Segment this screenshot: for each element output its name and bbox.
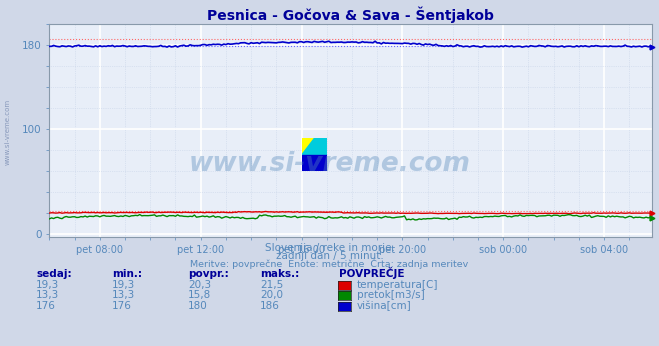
Text: www.si-vreme.com: www.si-vreme.com [5,98,11,165]
Text: zadnji dan / 5 minut.: zadnji dan / 5 minut. [275,251,384,261]
Text: Meritve: povprečne  Enote: metrične  Črta: zadnja meritev: Meritve: povprečne Enote: metrične Črta:… [190,259,469,269]
Text: višina[cm]: višina[cm] [357,300,411,311]
Text: POVPREČJE: POVPREČJE [339,267,405,279]
Text: pretok[m3/s]: pretok[m3/s] [357,290,424,300]
Polygon shape [302,138,314,155]
Text: 15,8: 15,8 [188,290,211,300]
Polygon shape [302,138,327,155]
Text: 180: 180 [188,301,208,311]
Text: povpr.:: povpr.: [188,269,229,279]
Text: 19,3: 19,3 [36,280,59,290]
Text: 13,3: 13,3 [112,290,135,300]
Text: 20,0: 20,0 [260,290,283,300]
Text: 19,3: 19,3 [112,280,135,290]
Text: 21,5: 21,5 [260,280,283,290]
Text: www.si-vreme.com: www.si-vreme.com [188,151,471,177]
Text: 13,3: 13,3 [36,290,59,300]
Polygon shape [302,155,327,171]
Text: Slovenija / reke in morje.: Slovenija / reke in morje. [264,243,395,253]
Text: 176: 176 [36,301,56,311]
Text: min.:: min.: [112,269,142,279]
Title: Pesnica - Gočova & Sava - Šentjakob: Pesnica - Gočova & Sava - Šentjakob [208,7,494,23]
Text: temperatura[C]: temperatura[C] [357,280,438,290]
Text: 176: 176 [112,301,132,311]
Text: sedaj:: sedaj: [36,269,72,279]
Text: 186: 186 [260,301,280,311]
Text: maks.:: maks.: [260,269,300,279]
Text: 20,3: 20,3 [188,280,211,290]
